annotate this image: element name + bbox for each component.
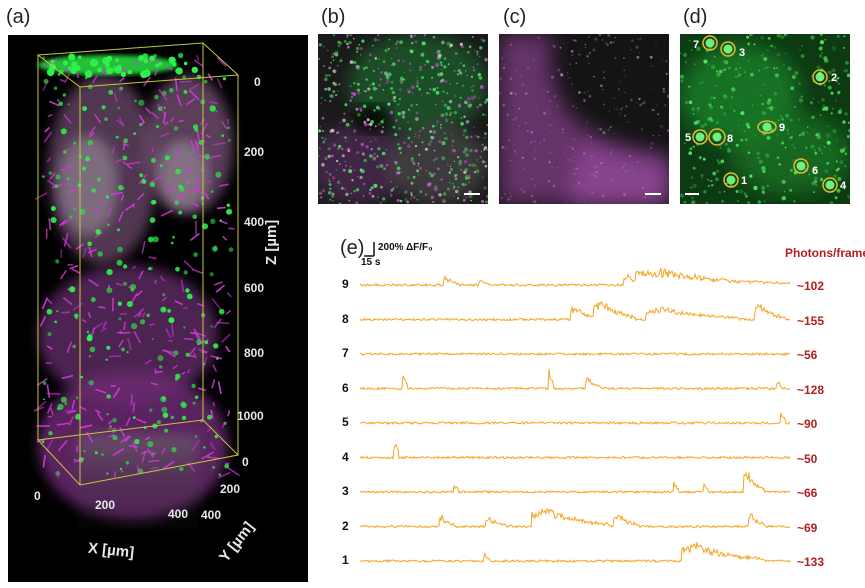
- roi-label-2: 2: [831, 72, 838, 84]
- image-panel-b: [318, 34, 488, 204]
- z-tick-800: 800: [244, 346, 265, 360]
- photon-count-2: ~69: [797, 520, 818, 535]
- x-tick-0: 0: [34, 489, 41, 503]
- trace-line-9: [359, 267, 791, 288]
- trace-line-5: [359, 412, 791, 426]
- roi-circles: [692, 35, 838, 193]
- volume-bounding-box: [36, 42, 240, 486]
- scale-bar-c: [645, 193, 661, 195]
- roi-label-4: 4: [840, 180, 847, 192]
- y-tick-0: 0: [242, 455, 249, 469]
- scale-label-time: 15 s: [361, 257, 381, 268]
- image-panel-d: 7 3 2 9 5 8 6 1 4: [680, 34, 850, 204]
- traces-panel: 200% ΔF/F₀ 15 s Photons/frame 9 ~102 8 ~155…: [330, 230, 865, 582]
- trace-line-1: [359, 542, 791, 564]
- roi-label-5: 5: [685, 132, 692, 144]
- trace-label-8: 8: [342, 311, 349, 326]
- photon-count-7: ~56: [797, 348, 818, 362]
- volume-rendering: 0 200 400 600 800 1000 Z [µm] 0 200 400 …: [8, 35, 308, 582]
- roi-label-3: 3: [739, 47, 746, 59]
- photon-count-9: ~102: [797, 279, 825, 293]
- photon-count-8: ~155: [797, 313, 825, 328]
- photon-count-3: ~66: [797, 486, 818, 500]
- trace-label-5: 5: [342, 415, 349, 429]
- volume-image: [33, 42, 240, 555]
- scale-bar-b: [464, 193, 480, 195]
- z-tick-400: 400: [244, 215, 265, 229]
- roi-label-9: 9: [779, 122, 786, 134]
- roi-label-8: 8: [727, 133, 734, 145]
- photon-count-6: ~128: [797, 382, 825, 397]
- z-tick-1000: 1000: [237, 409, 264, 423]
- roi-label-1: 1: [741, 175, 748, 187]
- image-panel-c: [499, 34, 669, 204]
- panel-label-c: (c): [503, 6, 527, 28]
- y-tick-400: 400: [201, 508, 222, 522]
- x-tick-400: 400: [168, 507, 189, 521]
- panel-label-b: (b): [321, 6, 346, 28]
- trace-line-8: [359, 301, 791, 322]
- panel-label-d: (d): [683, 6, 708, 28]
- panel-label-a: (a): [6, 6, 31, 28]
- traces-plot: [359, 242, 791, 564]
- scale-bar-traces: [364, 242, 375, 257]
- photon-count-4: ~50: [797, 451, 818, 466]
- roi-label-6: 6: [812, 165, 819, 177]
- photons-header: Photons/frame: [785, 246, 865, 260]
- roi-label-7: 7: [693, 39, 700, 51]
- photon-count-1: ~133: [797, 555, 825, 569]
- trace-line-7: [359, 351, 791, 357]
- trace-line-3: [359, 471, 791, 495]
- y-tick-200: 200: [220, 482, 241, 496]
- trace-label-9: 9: [342, 277, 349, 291]
- scale-label-dff: 200% ΔF/F₀: [378, 242, 433, 253]
- photon-count-5: ~90: [797, 417, 818, 431]
- trace-line-4: [359, 443, 791, 461]
- z-axis-title: Z [µm]: [263, 219, 280, 265]
- trace-line-2: [359, 508, 791, 529]
- x-tick-200: 200: [95, 498, 116, 512]
- z-tick-0: 0: [254, 75, 261, 89]
- panel-label-e: (e): [340, 237, 365, 259]
- z-tick-600: 600: [244, 281, 265, 295]
- z-tick-200: 200: [244, 145, 265, 159]
- trace-label-1: 1: [342, 553, 349, 567]
- scale-bar-d: [685, 193, 699, 195]
- trace-line-6: [359, 369, 791, 391]
- trace-label-2: 2: [342, 518, 349, 533]
- trace-label-3: 3: [342, 484, 349, 498]
- volume-tissue: [38, 55, 233, 555]
- trace-label-7: 7: [342, 346, 349, 360]
- trace-label-4: 4: [342, 449, 349, 464]
- trace-label-6: 6: [342, 380, 349, 395]
